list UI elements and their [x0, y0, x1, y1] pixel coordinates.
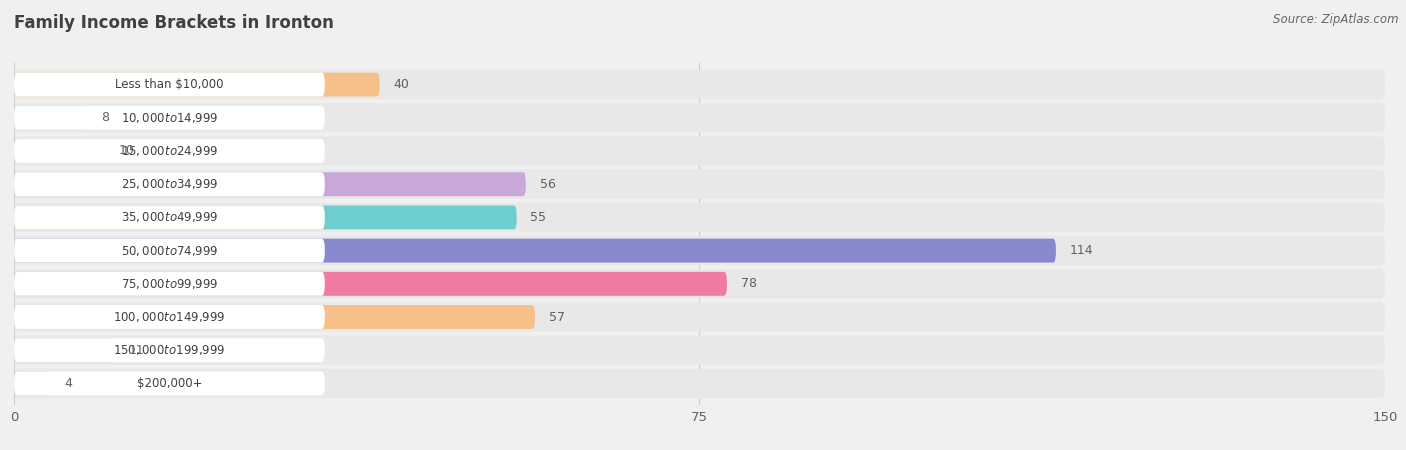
FancyBboxPatch shape: [14, 269, 1385, 298]
FancyBboxPatch shape: [14, 106, 87, 130]
FancyBboxPatch shape: [14, 70, 1385, 99]
FancyBboxPatch shape: [14, 172, 526, 196]
FancyBboxPatch shape: [14, 172, 325, 196]
Text: Less than $10,000: Less than $10,000: [115, 78, 224, 91]
FancyBboxPatch shape: [14, 272, 727, 296]
FancyBboxPatch shape: [14, 103, 1385, 132]
FancyBboxPatch shape: [14, 238, 325, 262]
Text: 78: 78: [741, 277, 756, 290]
Text: 10: 10: [120, 144, 135, 158]
Text: 8: 8: [101, 111, 108, 124]
FancyBboxPatch shape: [14, 371, 325, 396]
FancyBboxPatch shape: [14, 203, 1385, 232]
FancyBboxPatch shape: [14, 336, 1385, 365]
Text: $150,000 to $199,999: $150,000 to $199,999: [114, 343, 225, 357]
Text: 55: 55: [530, 211, 547, 224]
FancyBboxPatch shape: [14, 206, 517, 230]
Text: 56: 56: [540, 178, 555, 191]
Text: $35,000 to $49,999: $35,000 to $49,999: [121, 211, 218, 225]
Text: $25,000 to $34,999: $25,000 to $34,999: [121, 177, 218, 191]
Text: $200,000+: $200,000+: [136, 377, 202, 390]
FancyBboxPatch shape: [14, 139, 325, 163]
Text: Source: ZipAtlas.com: Source: ZipAtlas.com: [1274, 14, 1399, 27]
Text: Family Income Brackets in Ironton: Family Income Brackets in Ironton: [14, 14, 335, 32]
FancyBboxPatch shape: [14, 305, 325, 329]
FancyBboxPatch shape: [14, 72, 380, 97]
FancyBboxPatch shape: [14, 238, 1056, 262]
FancyBboxPatch shape: [14, 206, 325, 230]
FancyBboxPatch shape: [14, 72, 325, 97]
Text: $100,000 to $149,999: $100,000 to $149,999: [114, 310, 225, 324]
FancyBboxPatch shape: [14, 236, 1385, 265]
FancyBboxPatch shape: [14, 139, 105, 163]
Text: 57: 57: [548, 310, 565, 324]
FancyBboxPatch shape: [14, 371, 51, 396]
FancyBboxPatch shape: [14, 302, 1385, 332]
FancyBboxPatch shape: [14, 369, 1385, 398]
Text: $50,000 to $74,999: $50,000 to $74,999: [121, 243, 218, 257]
FancyBboxPatch shape: [14, 338, 325, 362]
FancyBboxPatch shape: [14, 106, 325, 130]
Text: 4: 4: [65, 377, 72, 390]
FancyBboxPatch shape: [14, 338, 115, 362]
FancyBboxPatch shape: [14, 170, 1385, 199]
Text: $75,000 to $99,999: $75,000 to $99,999: [121, 277, 218, 291]
Text: $10,000 to $14,999: $10,000 to $14,999: [121, 111, 218, 125]
FancyBboxPatch shape: [14, 272, 325, 296]
Text: $15,000 to $24,999: $15,000 to $24,999: [121, 144, 218, 158]
Text: 11: 11: [128, 344, 143, 357]
Text: 114: 114: [1070, 244, 1094, 257]
Text: 40: 40: [394, 78, 409, 91]
FancyBboxPatch shape: [14, 136, 1385, 166]
FancyBboxPatch shape: [14, 305, 536, 329]
